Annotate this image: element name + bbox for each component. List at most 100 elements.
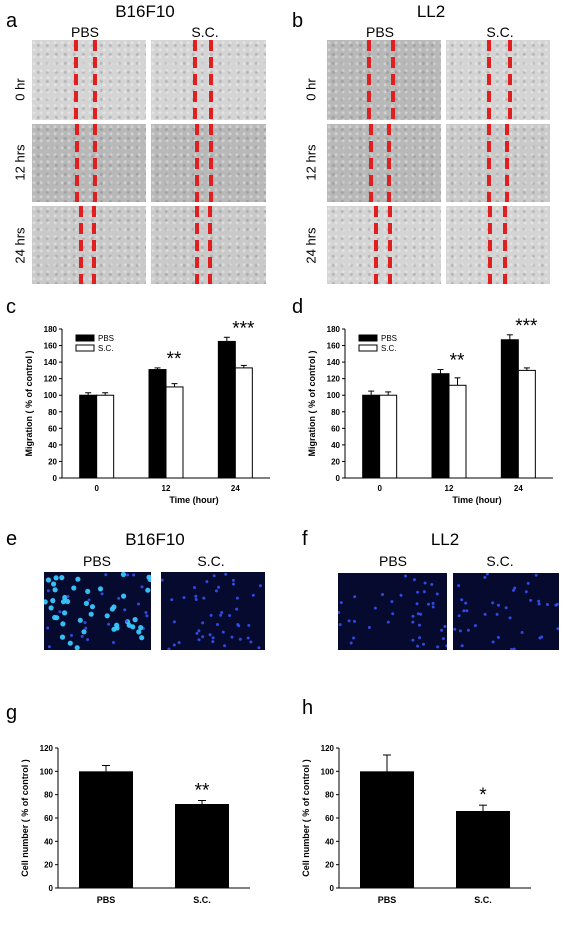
cell-nucleus — [201, 621, 205, 625]
y-tick-label: 60 — [325, 814, 334, 823]
cell-nucleus — [132, 573, 136, 577]
cell-nucleus — [347, 619, 351, 623]
y-tick-label: 80 — [48, 408, 57, 417]
y-tick-label: 40 — [331, 441, 340, 450]
y-tick-label: 20 — [331, 457, 340, 466]
cell-nucleus — [140, 585, 144, 589]
fluor-image-b16f10-sc — [161, 572, 265, 650]
y-tick-label: 120 — [40, 744, 54, 753]
cell-nucleus — [440, 628, 444, 632]
y-tick-label: 20 — [325, 861, 334, 870]
cell-nucleus — [46, 589, 50, 593]
y-tick-label: 100 — [40, 767, 54, 776]
bar-sc — [234, 367, 253, 479]
cell-nucleus — [404, 574, 407, 578]
cell-nucleus — [193, 586, 196, 590]
micrograph-b16f10-sc-0hr — [151, 40, 266, 120]
cell-nucleus — [466, 628, 470, 632]
cell-nucleus — [436, 645, 440, 649]
wound-col-pbs-left: PBS — [70, 24, 99, 40]
bar-pbs — [360, 771, 414, 888]
cell-nucleus — [537, 599, 541, 603]
cell-nucleus — [422, 590, 426, 594]
y-tick-label: 60 — [48, 424, 57, 433]
cell-nucleus — [80, 634, 84, 638]
legend-label: S.C. — [381, 344, 397, 353]
cell-nucleus — [430, 583, 434, 586]
cell-nucleus — [65, 598, 71, 605]
cell-nucleus — [457, 584, 461, 588]
panel-label-a: a — [6, 10, 18, 32]
bar-pbs — [431, 373, 450, 479]
cell-nucleus — [45, 577, 52, 583]
cell-nucleus — [338, 623, 342, 627]
bar-sc — [448, 384, 467, 479]
bar-sc — [175, 804, 229, 888]
cell-nucleus — [224, 572, 228, 576]
x-tick-label: PBS — [378, 895, 397, 905]
cell-nucleus — [197, 638, 201, 642]
micrograph-ll2-pbs-0hr — [327, 40, 441, 120]
cell-nucleus — [460, 644, 464, 648]
cell-nucleus — [85, 588, 91, 594]
chart-cellnumber-b16f10: 0 20 40 60 80 100 120 PBS S.C. ** Cell number ( % … — [20, 744, 250, 905]
cell-nucleus — [84, 626, 88, 630]
y-tick-label: 0 — [330, 884, 335, 893]
y-tick-label: 180 — [44, 325, 58, 334]
cell-nucleus — [512, 647, 516, 650]
cell-nucleus — [144, 611, 148, 614]
x-tick-label: 12 — [162, 484, 171, 493]
bar-sc — [517, 369, 536, 479]
wound-row-0hr-left: 0 hr — [12, 78, 28, 101]
cell-nucleus — [205, 580, 209, 584]
cell-nucleus — [257, 646, 261, 650]
wound-title-ll2: LL2 — [416, 2, 446, 21]
cell-nucleus — [520, 631, 524, 634]
cell-nucleus — [50, 598, 56, 604]
cell-nucleus — [117, 596, 121, 600]
x-axis-label: Time (hour) — [169, 495, 218, 505]
wound-title-b16f10: B16F10 — [115, 2, 175, 21]
cell-nucleus — [145, 587, 151, 593]
bar-pbs — [79, 394, 98, 479]
micrograph-b16f10-pbs-0hr — [32, 40, 146, 120]
cell-nucleus — [217, 585, 221, 589]
cell-nucleus — [211, 636, 215, 640]
cell-nucleus — [123, 608, 127, 612]
fluor-image-ll2-pbs — [338, 573, 447, 650]
cell-nucleus — [246, 636, 250, 640]
cell-nucleus — [412, 578, 416, 582]
cell-nucleus — [491, 640, 495, 644]
chart-migration-b16f10: 0 20 40 60 80 100 120 140 160 180 0 12 ** 24 *** PBSS.C… — [24, 318, 270, 505]
cell-nucleus — [220, 611, 224, 614]
cell-nucleus — [53, 575, 59, 581]
micrograph-b16f10-sc-12hrs — [151, 124, 266, 202]
cell-nucleus — [534, 573, 538, 577]
fluor-image-b16f10-pbs — [44, 572, 151, 650]
cell-nucleus — [443, 625, 447, 628]
cell-nucleus — [349, 641, 353, 645]
cell-nucleus — [139, 635, 145, 641]
bar-sc — [96, 394, 115, 479]
legend-label: PBS — [381, 334, 397, 343]
cell-nucleus — [512, 588, 515, 592]
cell-nucleus — [97, 586, 104, 592]
cell-nucleus — [458, 629, 462, 633]
cell-nucleus — [60, 621, 66, 627]
micrograph-ll2-pbs-12hrs — [327, 124, 441, 202]
significance-marker: *** — [232, 318, 255, 339]
y-tick-label: 100 — [327, 391, 341, 400]
cell-nucleus — [418, 623, 421, 627]
cell-nucleus — [86, 638, 90, 642]
cell-nucleus — [416, 644, 420, 648]
y-tick-label: 160 — [327, 342, 341, 351]
y-axis-label: Cell number ( % of control ) — [301, 759, 311, 877]
panel-label-d: d — [292, 296, 304, 318]
cell-nucleus — [74, 645, 80, 650]
x-tick-label: S.C. — [474, 895, 492, 905]
legend-swatch — [75, 344, 95, 352]
cell-nucleus — [52, 587, 58, 593]
cell-nucleus — [453, 627, 457, 631]
cell-nucleus — [167, 647, 171, 650]
y-tick-label: 120 — [327, 375, 341, 384]
